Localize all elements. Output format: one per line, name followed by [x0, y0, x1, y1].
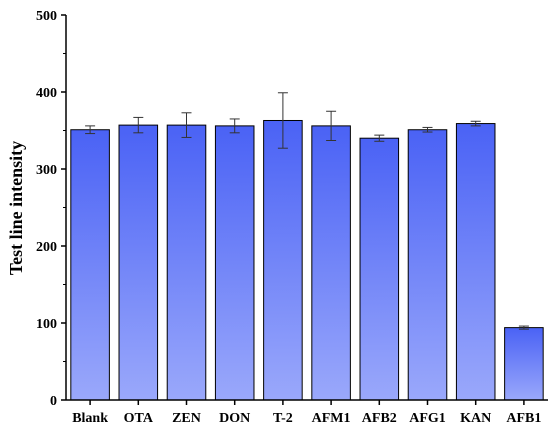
bar-zen: [166, 124, 207, 401]
error-bar-don: [229, 118, 240, 134]
bar-afg1: [407, 129, 448, 401]
error-bar-t-2: [277, 92, 288, 149]
axes-group: Blank OTA ZEN DON T-2 AFM1 AFB2 AFG1 KAN AFB1 0 100…: [36, 9, 548, 426]
error-bar-afb1: [518, 325, 529, 330]
x-tick-label-afm1: AFM1: [312, 411, 351, 426]
y-axis-title: Test line intensity: [6, 141, 26, 275]
bar-don: [214, 125, 255, 401]
y-tick-label-0: 0: [50, 394, 57, 409]
error-bars-group: [85, 92, 529, 330]
error-bar-kan: [470, 120, 481, 127]
x-tick-label-blank: Blank: [72, 411, 108, 426]
y-tick-label-300: 300: [36, 163, 57, 178]
bar-afb2: [359, 137, 400, 401]
error-bar-blank: [85, 125, 96, 135]
bars-group: [70, 119, 544, 401]
x-tick-label-ota: OTA: [124, 411, 154, 426]
y-tick-label-500: 500: [36, 9, 57, 24]
x-tick-label-afb2: AFB2: [362, 411, 397, 426]
bar-afm1: [311, 125, 351, 401]
x-tick-label-t-2: T-2: [273, 411, 293, 426]
x-tick-label-zen: ZEN: [172, 411, 201, 426]
error-bar-afb2: [374, 134, 385, 142]
error-bar-afg1: [422, 126, 433, 133]
x-tick-label-kan: KAN: [460, 411, 491, 426]
error-bar-ota: [133, 116, 144, 134]
error-bar-zen: [181, 112, 192, 138]
bar-kan: [455, 123, 496, 401]
y-tick-label-200: 200: [36, 240, 57, 255]
x-tick-label-afb1: AFB1: [506, 411, 541, 426]
bar-blank: [70, 129, 110, 401]
bar-ota: [118, 124, 159, 401]
y-tick-label-100: 100: [36, 317, 57, 332]
bar-afb1: [504, 327, 544, 401]
bar-t-2: [263, 119, 303, 401]
y-tick-label-400: 400: [36, 86, 57, 101]
x-tick-label-don: DON: [219, 411, 250, 426]
x-tick-label-afg1: AFG1: [409, 411, 446, 426]
error-bar-afm1: [326, 110, 337, 142]
